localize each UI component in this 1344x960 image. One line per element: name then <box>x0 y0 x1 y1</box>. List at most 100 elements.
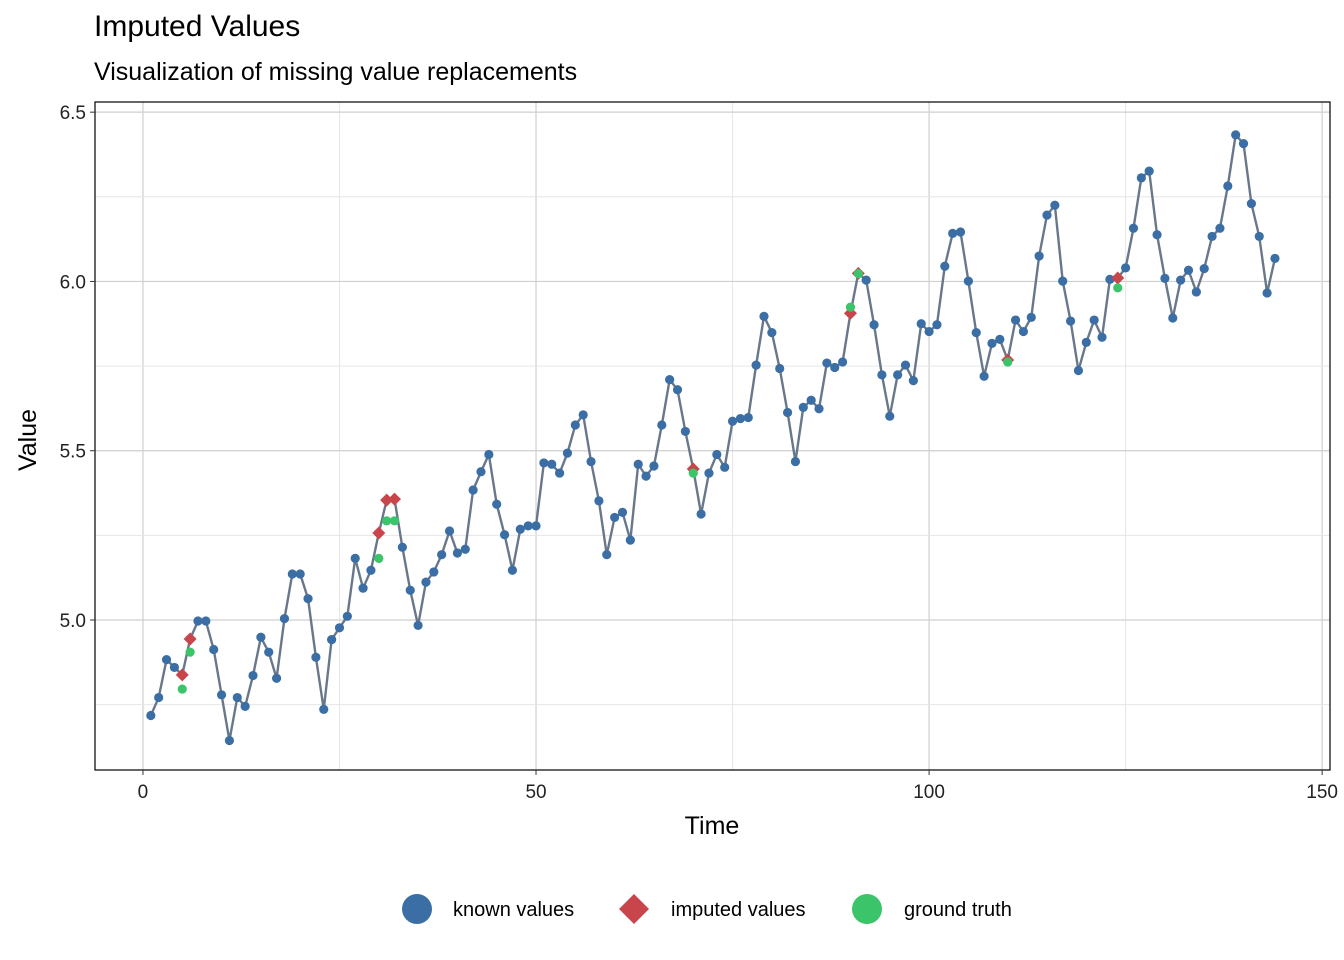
y-tick-label: 5.0 <box>60 611 86 632</box>
known-point <box>759 311 769 321</box>
chart-subtitle: Visualization of missing value replaceme… <box>94 58 578 86</box>
known-point <box>1191 287 1201 297</box>
known-point <box>924 326 934 337</box>
known-point <box>216 690 227 700</box>
known-point <box>979 371 989 381</box>
ground-truth-point <box>1003 357 1013 367</box>
known-point <box>955 227 966 237</box>
known-point <box>735 413 746 424</box>
known-point <box>460 544 470 554</box>
known-point <box>146 710 156 721</box>
x-axis-label: Time <box>685 812 740 840</box>
ground-truth-point <box>845 302 856 312</box>
known-point <box>869 320 879 330</box>
known-point <box>1026 312 1036 322</box>
known-point <box>531 521 541 531</box>
known-point <box>1105 274 1115 285</box>
known-point <box>1136 173 1146 183</box>
known-point <box>327 635 337 645</box>
ground-truth-point <box>185 647 195 657</box>
known-point <box>452 548 463 558</box>
known-point <box>201 616 211 626</box>
known-point <box>1207 231 1217 242</box>
known-point <box>743 412 753 423</box>
known-point <box>334 623 345 633</box>
x-tick-label: 150 <box>1306 782 1338 803</box>
known-point <box>1262 288 1272 298</box>
known-point <box>1097 332 1107 342</box>
known-point <box>161 655 172 665</box>
known-point <box>751 360 761 370</box>
known-point <box>1081 337 1091 347</box>
known-point <box>169 662 179 673</box>
known-point <box>358 583 368 593</box>
known-point <box>554 468 565 478</box>
chart-title: Imputed Values <box>94 10 301 43</box>
known-point <box>861 275 871 285</box>
known-point <box>1034 251 1044 261</box>
ground-truth-point <box>374 553 384 563</box>
known-point <box>1238 139 1249 149</box>
known-point <box>366 565 376 575</box>
known-point <box>586 456 596 467</box>
known-point <box>1050 200 1060 210</box>
known-point <box>209 644 219 655</box>
ground-truth-point <box>688 468 698 478</box>
known-point <box>963 276 973 286</box>
known-point <box>523 521 533 531</box>
known-point <box>1073 365 1084 376</box>
known-point <box>727 416 738 426</box>
known-point <box>602 550 612 560</box>
known-point <box>680 426 690 437</box>
known-point <box>421 577 431 587</box>
known-point <box>437 550 447 560</box>
known-point <box>617 507 628 517</box>
known-point <box>1231 130 1241 140</box>
known-point <box>444 526 455 536</box>
known-point <box>468 485 478 495</box>
known-point <box>256 632 266 642</box>
known-point <box>1152 230 1162 240</box>
known-point <box>672 385 683 395</box>
known-point <box>547 459 557 469</box>
ground-truth-point <box>1113 283 1123 293</box>
known-point <box>1215 223 1225 233</box>
legend-key-truth <box>852 894 882 924</box>
x-tick-label: 50 <box>525 782 546 803</box>
y-axis-label: Value <box>14 409 42 471</box>
known-point <box>767 327 777 338</box>
known-point <box>665 375 675 385</box>
ground-truth-point <box>389 516 400 526</box>
known-point <box>413 620 423 631</box>
ground-truth-point <box>177 684 187 694</box>
known-point <box>515 524 525 534</box>
known-point <box>814 404 824 414</box>
known-point <box>798 402 808 412</box>
known-point <box>484 449 494 460</box>
known-point <box>429 567 439 577</box>
known-point <box>295 569 305 579</box>
known-point <box>303 594 313 604</box>
known-point <box>1246 198 1256 209</box>
legend-key-known <box>402 894 432 924</box>
known-point <box>287 569 297 579</box>
y-tick-label: 5.5 <box>60 442 86 463</box>
known-point <box>1144 166 1154 176</box>
known-point <box>877 370 887 380</box>
known-point <box>696 509 706 519</box>
known-point <box>900 360 911 370</box>
series-line <box>149 132 1277 741</box>
known-point <box>240 701 250 711</box>
known-point <box>995 334 1005 344</box>
known-point <box>507 565 518 575</box>
known-point <box>350 553 360 563</box>
known-point <box>193 616 203 626</box>
known-point <box>822 358 832 368</box>
known-point <box>1128 223 1139 233</box>
known-point <box>908 376 918 386</box>
known-point <box>987 338 997 349</box>
known-point <box>248 670 258 681</box>
known-point <box>1065 316 1076 326</box>
legend: known values imputed values ground truth <box>402 894 1012 924</box>
known-point <box>790 456 801 467</box>
